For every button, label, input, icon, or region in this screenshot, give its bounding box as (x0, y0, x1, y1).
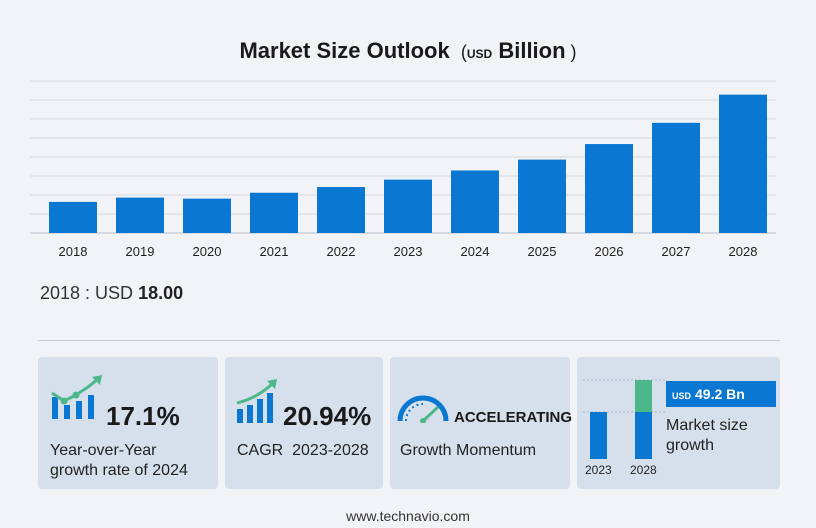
market-size-line2: growth (666, 437, 715, 454)
bar-2023 (384, 179, 432, 233)
market-growth-value: USD 49.2 Bn (666, 381, 776, 407)
cagr-value: 20.94% (283, 401, 372, 431)
mini-year-start: 2023 (585, 463, 612, 477)
x-tick-2020: 2020 (193, 244, 222, 259)
mini-bar-2028-base (635, 412, 652, 459)
x-tick-2027: 2027 (662, 244, 691, 259)
bar-2019 (116, 197, 164, 233)
x-tick-2018: 2018 (59, 244, 88, 259)
momentum-card: ACCELERATING Growth Momentum (390, 357, 573, 489)
market-growth-amount: 49.2 Bn (695, 386, 745, 402)
growth-chart-icon (51, 375, 102, 419)
bar-2025 (518, 159, 566, 233)
bar-2024 (451, 170, 499, 233)
bar-2022 (317, 187, 365, 233)
base-value: 18.00 (138, 283, 184, 303)
bar-2021 (250, 192, 298, 233)
cagr-trend-icon (236, 379, 277, 423)
base-year-value: 2018 : USD 18.00 (40, 283, 183, 304)
base-year-label: 2018 : USD (40, 283, 134, 303)
mini-bar-2028-growth (635, 380, 652, 412)
yoy-value: 17.1% (106, 401, 180, 431)
x-tick-2023: 2023 (394, 244, 423, 259)
momentum-label: Growth Momentum (400, 442, 537, 459)
market-size-line1: Market size (666, 417, 748, 434)
chart-title-text: Market Size Outlook (239, 38, 450, 63)
mini-growth-chart (583, 379, 667, 459)
market-growth-unit: USD (672, 391, 692, 401)
x-tick-2026: 2026 (595, 244, 624, 259)
momentum-value: ACCELERATING (454, 409, 573, 426)
cagr-card: 20.94% CAGR 2023-2028 (225, 357, 383, 489)
x-tick-2019: 2019 (126, 244, 155, 259)
speedometer-icon (397, 395, 449, 423)
unit-label: Billion (498, 38, 566, 63)
bar-2026 (585, 144, 633, 233)
x-tick-2025: 2025 (528, 244, 557, 259)
bar-2027 (652, 122, 700, 233)
yoy-line1: Year-over-Year (50, 442, 157, 459)
chart-title: Market Size Outlook (USD Billion ) (239, 38, 577, 63)
bar-2018 (49, 201, 97, 233)
divider (38, 340, 780, 341)
footer-site: www.technavio.com (346, 508, 470, 524)
market-size-card (577, 357, 780, 489)
x-tick-2028: 2028 (729, 244, 758, 259)
bar-2028 (719, 94, 767, 234)
x-tick-2022: 2022 (327, 244, 356, 259)
bar-chart: 2018 2019 2020 2021 2022 2023 2024 2025 2026 2027… (30, 80, 776, 259)
bar-2020 (183, 198, 231, 233)
x-tick-2021: 2021 (260, 244, 289, 259)
mini-year-end: 2028 (630, 463, 657, 477)
yoy-line2: growth rate of 2024 (50, 462, 188, 479)
unit-prefix: USD (466, 47, 493, 61)
yoy-card: 17.1% Year-over-Year growth rate of 2024 (38, 357, 218, 489)
x-tick-2024: 2024 (461, 244, 490, 259)
cagr-label: CAGR 2023-2028 (237, 442, 369, 459)
mini-bar-2023 (590, 412, 607, 459)
